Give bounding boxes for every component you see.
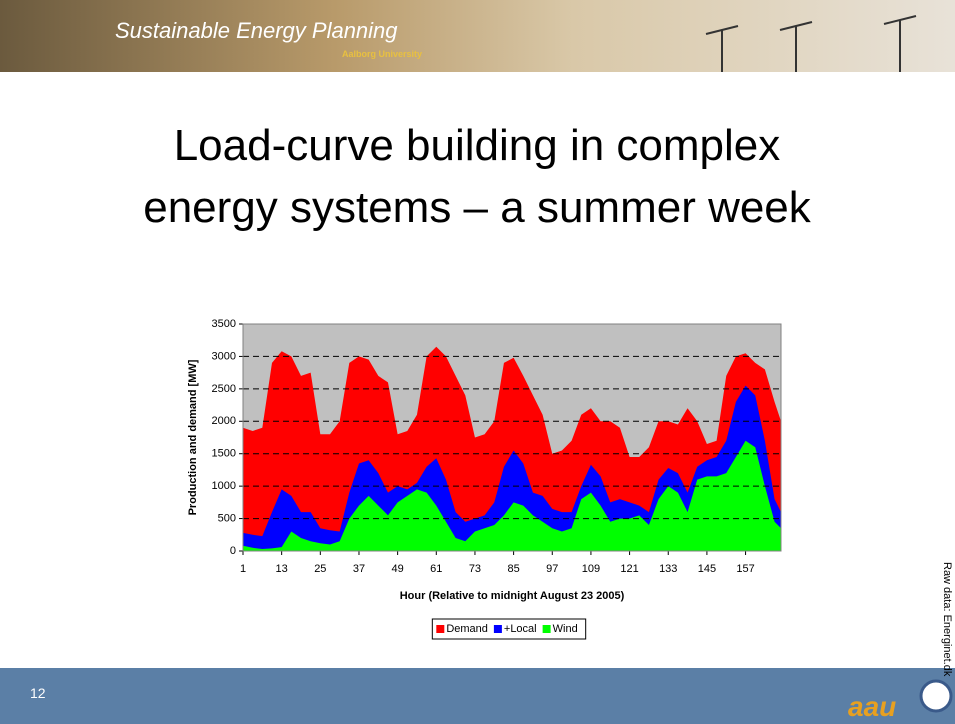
y-tick-label: 500 (218, 512, 236, 524)
legend-label: Demand (446, 623, 488, 635)
x-tick-label: 73 (469, 563, 481, 575)
header-title: Sustainable Energy Planning (115, 18, 398, 43)
x-axis-label: Hour (Relative to midnight August 23 200… (400, 590, 625, 602)
x-tick-label: 85 (507, 563, 519, 575)
logo: aau (848, 691, 896, 722)
x-tick-label: 121 (620, 563, 638, 575)
x-tick-label: 37 (353, 563, 365, 575)
y-tick-label: 1500 (212, 448, 236, 460)
side-note: Raw data: Energinet.dk (941, 562, 953, 677)
legend: Demand +Local Wind (432, 619, 585, 639)
y-tick-label: 3000 (212, 350, 236, 362)
y-tick-label: 1000 (212, 480, 236, 492)
legend-swatch (436, 625, 444, 633)
y-axis-label: Production and demand [MW] (187, 359, 199, 515)
x-tick-label: 49 (392, 563, 404, 575)
y-tick-label: 3500 (212, 318, 236, 330)
y-tick-label: 0 (230, 545, 236, 557)
x-tick-label: 157 (736, 563, 754, 575)
legend-swatch (543, 625, 551, 633)
logo-emblem (921, 681, 951, 711)
x-tick-label: 25 (314, 563, 326, 575)
footer-band (0, 668, 955, 724)
y-tick-label: 2500 (212, 383, 236, 395)
slide: Sustainable Energy Planning Aalborg Univ… (0, 0, 955, 724)
slide-title: Load-curve building in complex (174, 121, 781, 170)
page-number: 12 (30, 685, 46, 701)
x-tick-label: 13 (276, 563, 288, 575)
x-tick-label: 97 (546, 563, 558, 575)
x-tick-label: 61 (430, 563, 442, 575)
x-tick-label: 1 (240, 563, 246, 575)
y-tick-label: 2000 (212, 415, 236, 427)
x-tick-label: 133 (659, 563, 677, 575)
legend-swatch (494, 625, 502, 633)
legend-label: Wind (553, 623, 578, 635)
slide-title: energy systems – a summer week (143, 183, 812, 232)
header-subtitle: Aalborg University (342, 49, 422, 59)
x-tick-label: 145 (698, 563, 716, 575)
legend-label: +Local (504, 623, 537, 635)
x-tick-label: 109 (582, 563, 600, 575)
